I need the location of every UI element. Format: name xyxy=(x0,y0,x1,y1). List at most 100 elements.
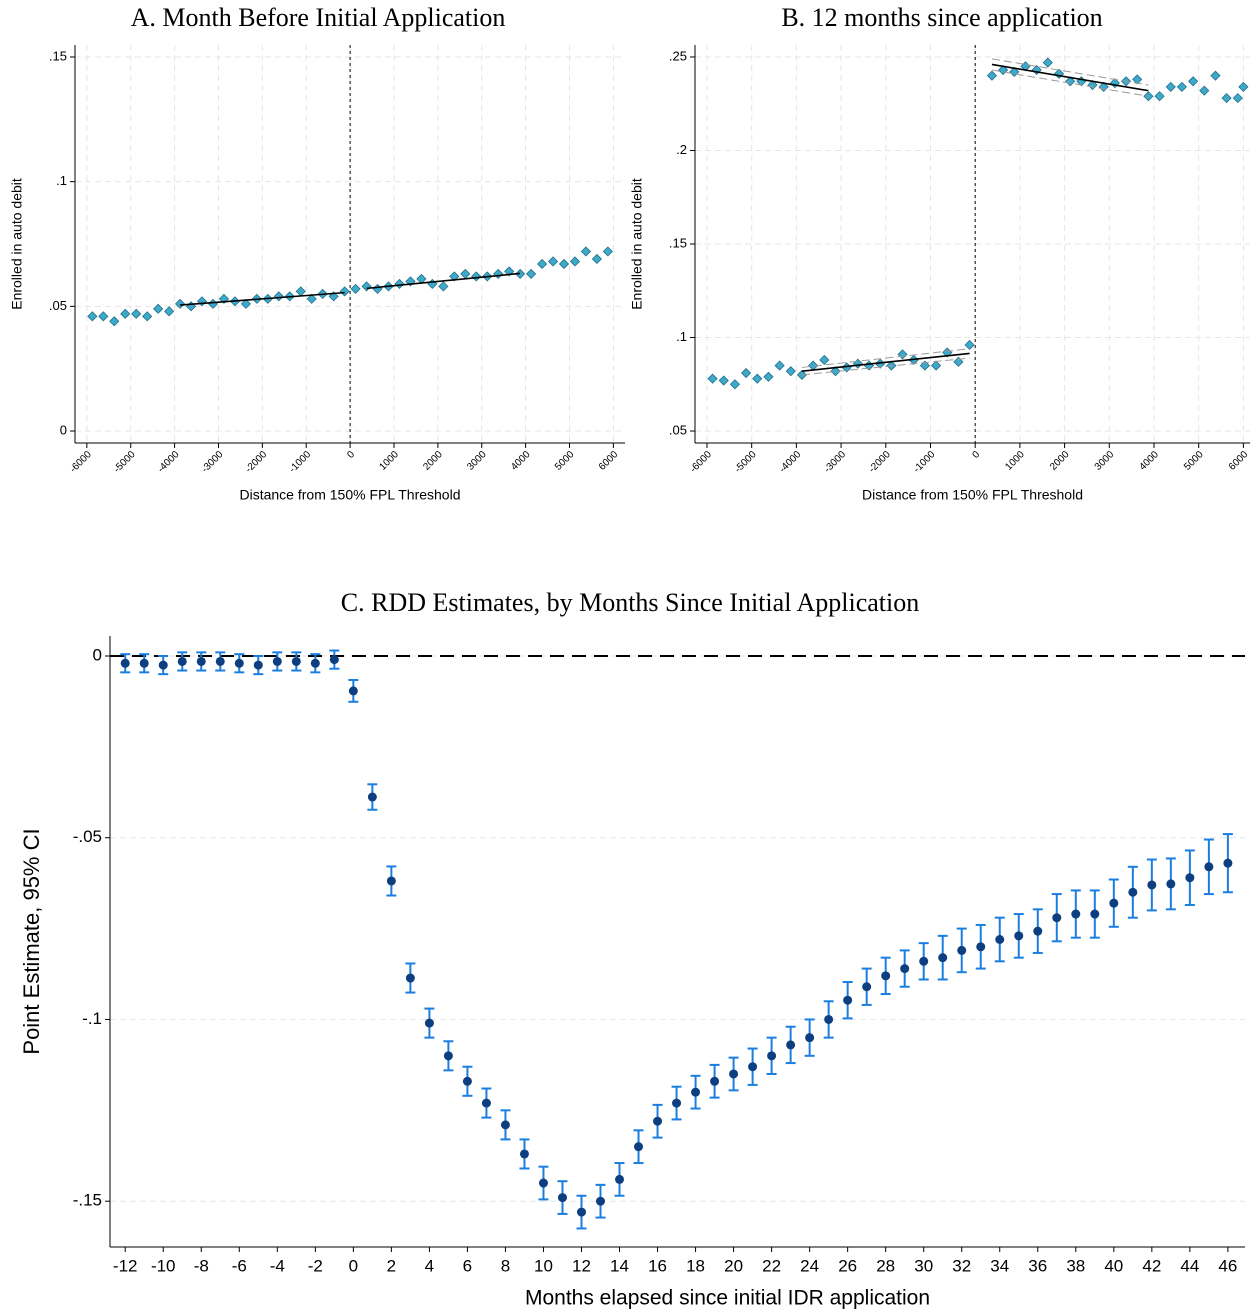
x-tick-label: 0 xyxy=(970,449,982,461)
point xyxy=(1052,913,1062,923)
y-tick-label: .25 xyxy=(669,48,687,63)
x-tick-label: 10 xyxy=(534,1256,553,1275)
x-tick-label: 34 xyxy=(990,1256,1009,1275)
x-tick-label: 1000 xyxy=(1003,449,1027,473)
x-tick-label: 3000 xyxy=(465,449,489,473)
point xyxy=(1232,93,1243,104)
point xyxy=(707,373,718,384)
x-tick-label: 12 xyxy=(572,1256,591,1275)
point xyxy=(1042,57,1053,68)
y-axis-title: Enrolled in auto debit xyxy=(629,178,645,310)
y-tick-label: .15 xyxy=(669,235,687,250)
point xyxy=(1143,91,1154,102)
point xyxy=(596,1196,606,1206)
x-tick-label: -12 xyxy=(113,1256,138,1275)
point xyxy=(547,256,559,267)
point xyxy=(215,656,225,666)
point xyxy=(234,658,244,668)
x-tick-label: 4000 xyxy=(1137,449,1161,473)
x-tick-label: 2000 xyxy=(1048,449,1072,473)
point xyxy=(557,1193,567,1203)
point xyxy=(538,1178,548,1188)
x-tick-label: -2000 xyxy=(243,449,269,475)
x-tick-label: -1000 xyxy=(912,449,938,475)
point xyxy=(196,656,206,666)
x-tick-label: 6 xyxy=(463,1256,472,1275)
point xyxy=(537,258,548,270)
point xyxy=(653,1116,663,1126)
point xyxy=(830,366,841,377)
y-tick-label: 0 xyxy=(93,645,102,664)
x-tick-label: 22 xyxy=(762,1256,781,1275)
fit-line xyxy=(991,58,1149,86)
point xyxy=(718,375,729,386)
point xyxy=(1165,81,1176,92)
point xyxy=(752,373,763,384)
y-tick-label: -.1 xyxy=(82,1009,102,1028)
point xyxy=(131,308,142,319)
point xyxy=(881,971,891,981)
point xyxy=(164,306,175,317)
x-tick-label: 40 xyxy=(1104,1256,1123,1275)
point xyxy=(1176,81,1187,92)
point xyxy=(634,1142,644,1152)
point xyxy=(862,982,872,992)
x-tick-label: 3000 xyxy=(1093,449,1117,473)
point xyxy=(852,358,863,369)
point xyxy=(576,1207,586,1217)
point xyxy=(558,258,570,270)
point xyxy=(139,658,149,668)
point xyxy=(87,311,98,322)
point xyxy=(481,1098,491,1108)
point xyxy=(957,945,967,955)
point xyxy=(1185,873,1195,883)
point xyxy=(741,367,752,379)
x-tick-label: 6000 xyxy=(597,449,621,473)
point xyxy=(272,656,282,666)
point xyxy=(153,303,164,314)
x-tick-label: -10 xyxy=(151,1256,176,1275)
point xyxy=(291,656,301,666)
x-tick-label: 46 xyxy=(1218,1256,1237,1275)
x-tick-label: 42 xyxy=(1142,1256,1161,1275)
point xyxy=(964,339,975,351)
point xyxy=(998,64,1009,76)
point xyxy=(405,973,415,983)
point xyxy=(938,953,948,963)
x-tick-label: 32 xyxy=(952,1256,971,1275)
point xyxy=(449,271,460,282)
point xyxy=(158,660,168,670)
x-tick-label: -2000 xyxy=(867,449,893,475)
point xyxy=(386,876,396,886)
point xyxy=(1087,79,1098,91)
point xyxy=(328,291,339,302)
point xyxy=(185,301,197,312)
point xyxy=(519,1149,529,1159)
x-tick-label: 18 xyxy=(686,1256,705,1275)
point xyxy=(602,246,613,257)
fit-line xyxy=(991,69,1149,97)
x-tick-label: 14 xyxy=(610,1256,629,1275)
point xyxy=(109,316,120,327)
point xyxy=(1065,76,1076,87)
x-tick-label: 1000 xyxy=(377,449,401,473)
x-tick-label: 2000 xyxy=(421,449,445,473)
y-tick-label: .2 xyxy=(676,142,687,157)
point xyxy=(120,308,131,319)
point xyxy=(986,70,998,81)
point xyxy=(142,311,153,322)
point xyxy=(1221,93,1232,104)
x-tick-label: 38 xyxy=(1066,1256,1085,1275)
x-tick-label: 30 xyxy=(914,1256,933,1275)
point xyxy=(310,658,320,668)
point xyxy=(767,1051,777,1061)
fit-line xyxy=(801,352,970,372)
x-tick-label: -8 xyxy=(194,1256,209,1275)
point xyxy=(1223,858,1233,868)
point xyxy=(786,1040,796,1050)
point xyxy=(691,1087,701,1097)
x-tick-label: 5000 xyxy=(1182,449,1206,473)
y-tick-label: 0 xyxy=(60,422,67,437)
x-tick-label: 8 xyxy=(501,1256,510,1275)
